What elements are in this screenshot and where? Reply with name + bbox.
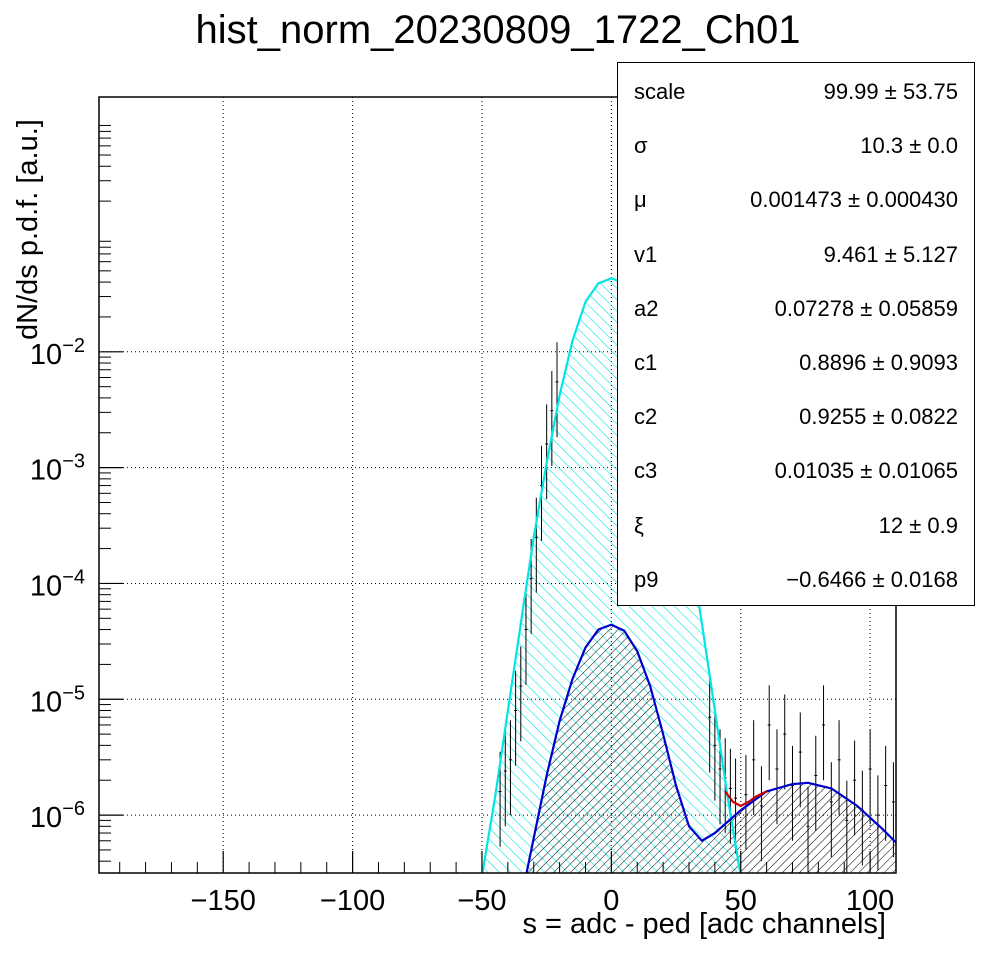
stat-name: ξ (634, 512, 644, 538)
stat-row: c1 0.8896 ± 0.9093 (618, 336, 974, 390)
data-point (708, 677, 712, 773)
data-point (759, 766, 763, 862)
stat-value: 9.461 ± 5.127 (823, 241, 958, 267)
series-fill-1 (526, 624, 896, 873)
data-point (822, 685, 826, 781)
stat-name: c1 (634, 350, 658, 375)
stat-value: 0.01035 ± 0.01065 (774, 458, 958, 484)
data-point (884, 745, 888, 841)
data-point (734, 758, 738, 854)
data-point (514, 670, 518, 766)
data-point (798, 712, 802, 808)
x-tick-label: 100 (846, 885, 894, 917)
stat-name: a2 (634, 295, 659, 321)
data-point (845, 780, 849, 873)
stat-value: 0.9255 ± 0.0822 (799, 404, 958, 430)
data-point (508, 720, 512, 816)
stat-row: a2 0.07278 ± 0.05859 (618, 282, 974, 336)
y-tick-label: 10−5 (30, 682, 85, 718)
data-point (555, 342, 559, 438)
stat-row: c2 0.9255 ± 0.0822 (618, 390, 974, 444)
y-tick-label: 10−4 (30, 566, 85, 602)
x-tick-label: −100 (320, 885, 385, 917)
data-point (524, 589, 528, 685)
stat-name: p9 (634, 566, 659, 592)
data-point (503, 731, 507, 827)
x-tick-label: −150 (191, 885, 256, 917)
stat-row: c3 0.01035 ± 0.01065 (618, 444, 974, 498)
stat-row: σ 10.3 ± 0.0 (618, 119, 974, 173)
series-line-1 (525, 623, 896, 873)
data-point (853, 740, 857, 836)
data-point (767, 685, 771, 781)
stat-name: scale (634, 79, 686, 104)
data-point (713, 705, 717, 801)
y-tick-label: 10−6 (30, 798, 85, 834)
series-fill-0 (482, 278, 741, 873)
stat-row: v1 9.461 ± 5.127 (618, 228, 974, 282)
stat-name: c3 (634, 458, 658, 484)
y-axis-label: dN/ds p.d.f. [a.u.] (12, 119, 44, 340)
y-tick-label: 10−2 (30, 335, 85, 371)
stat-value: −0.6466 ± 0.0168 (786, 566, 958, 592)
stat-name: σ (634, 133, 648, 159)
data-point (534, 497, 538, 593)
stat-name: v1 (634, 241, 658, 267)
stat-name: c2 (634, 404, 658, 430)
data-point (806, 786, 810, 873)
fit-stats-box: scale 99.99 ± 53.75 σ 10.3 ± 0.0 μ 0.001473 ±… (617, 62, 975, 606)
data-point (783, 694, 787, 790)
data-point (545, 404, 549, 500)
x-tick-label: 50 (725, 885, 757, 917)
y-tick-label: 10−3 (30, 451, 85, 487)
stat-value: 99.99 ± 53.75 (823, 79, 958, 104)
data-point (519, 646, 523, 742)
stat-row: μ 0.001473 ± 0.000430 (618, 173, 974, 227)
stat-value: 10.3 ± 0.0 (860, 133, 958, 159)
series-line-2 (724, 790, 768, 807)
stat-value: 12 ± 0.9 (878, 512, 958, 538)
data-point (868, 729, 872, 825)
stat-row: ξ 12 ± 0.9 (618, 499, 974, 553)
x-tick-label: 0 (603, 885, 619, 917)
stat-value: 0.07278 ± 0.05859 (774, 295, 958, 321)
chart-title: hist_norm_20230809_1722_Ch01 (195, 8, 801, 52)
x-tick-label: −50 (457, 885, 506, 917)
stat-name: μ (634, 187, 647, 213)
data-point (829, 762, 833, 858)
stat-value: 0.8896 ± 0.9093 (799, 350, 958, 375)
stat-row: scale 99.99 ± 53.75 (618, 65, 974, 119)
x-axis-label: s = adc - ped [adc channels] (522, 908, 886, 940)
data-point (876, 775, 880, 871)
data-point (775, 729, 779, 825)
data-point (728, 748, 732, 844)
data-point (814, 735, 818, 831)
data-point (837, 720, 841, 816)
data-point (550, 371, 554, 466)
stat-value: 0.001473 ± 0.000430 (750, 187, 958, 213)
stat-row: p9 −0.6466 ± 0.0168 (618, 553, 974, 607)
